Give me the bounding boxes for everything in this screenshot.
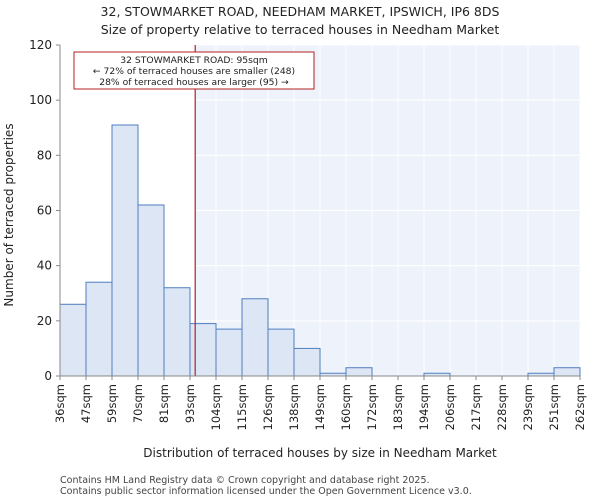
- x-axis-label: Distribution of terraced houses by size …: [143, 446, 497, 460]
- y-tick-label: 100: [29, 93, 52, 107]
- x-tick-label: 262sqm: [573, 384, 587, 430]
- x-tick-label: 228sqm: [495, 384, 509, 430]
- x-tick-label: 172sqm: [365, 384, 379, 430]
- y-tick-label: 60: [37, 204, 52, 218]
- x-tick-label: 251sqm: [547, 384, 561, 430]
- x-tick-label: 104sqm: [209, 384, 223, 430]
- y-tick-label: 40: [37, 259, 52, 273]
- y-tick-label: 20: [37, 314, 52, 328]
- bar: [85, 281, 113, 377]
- bar: [59, 303, 87, 377]
- annotation-line-1: 32 STOWMARKET ROAD: 95sqm: [120, 55, 267, 66]
- x-tick-label: 59sqm: [105, 384, 119, 423]
- bar: [163, 287, 191, 377]
- bars: [59, 124, 581, 377]
- bar: [189, 323, 217, 377]
- y-tick-label: 80: [37, 148, 52, 162]
- chart-subtitle: Size of property relative to terraced ho…: [101, 22, 500, 37]
- annotation-line-3: 28% of terraced houses are larger (95) →: [99, 77, 289, 88]
- y-axis-ticks: 0 20 40 60 80 100 120: [29, 38, 60, 383]
- bar: [215, 328, 243, 377]
- y-tick-label: 0: [44, 369, 52, 383]
- x-tick-label: 160sqm: [339, 384, 353, 430]
- x-tick-label: 206sqm: [443, 384, 457, 430]
- x-tick-label: 194sqm: [417, 384, 431, 430]
- x-tick-label: 115sqm: [235, 384, 249, 430]
- x-tick-label: 149sqm: [313, 384, 327, 430]
- bar: [111, 124, 139, 377]
- annotation-box: 32 STOWMARKET ROAD: 95sqm ← 72% of terra…: [73, 51, 315, 90]
- y-axis-label: Number of terraced properties: [2, 123, 16, 306]
- bar: [345, 367, 373, 377]
- bar: [241, 298, 269, 377]
- x-tick-label: 138sqm: [287, 384, 301, 430]
- footer-line-1: Contains HM Land Registry data © Crown c…: [60, 475, 430, 486]
- x-tick-label: 217sqm: [469, 384, 483, 430]
- x-tick-label: 239sqm: [521, 384, 535, 430]
- bar: [267, 328, 295, 377]
- bar: [553, 367, 581, 377]
- x-tick-label: 36sqm: [53, 384, 67, 423]
- y-tick-label: 120: [29, 38, 52, 52]
- bar: [137, 204, 165, 377]
- x-tick-label: 93sqm: [183, 384, 197, 423]
- x-tick-label: 81sqm: [157, 384, 171, 423]
- annotation-line-2: ← 72% of terraced houses are smaller (24…: [93, 66, 295, 77]
- x-tick-label: 47sqm: [79, 384, 93, 423]
- footer-line-2: Contains public sector information licen…: [60, 486, 472, 497]
- chart-title: 32, STOWMARKET ROAD, NEEDHAM MARKET, IPS…: [101, 4, 500, 19]
- x-tick-label: 70sqm: [131, 384, 145, 423]
- bar: [293, 347, 321, 377]
- x-axis-ticks: 36sqm 47sqm 59sqm 70sqm 81sqm 93sqm 104sqm 115s…: [53, 376, 587, 430]
- x-tick-label: 183sqm: [391, 384, 405, 430]
- x-tick-label: 126sqm: [261, 384, 275, 430]
